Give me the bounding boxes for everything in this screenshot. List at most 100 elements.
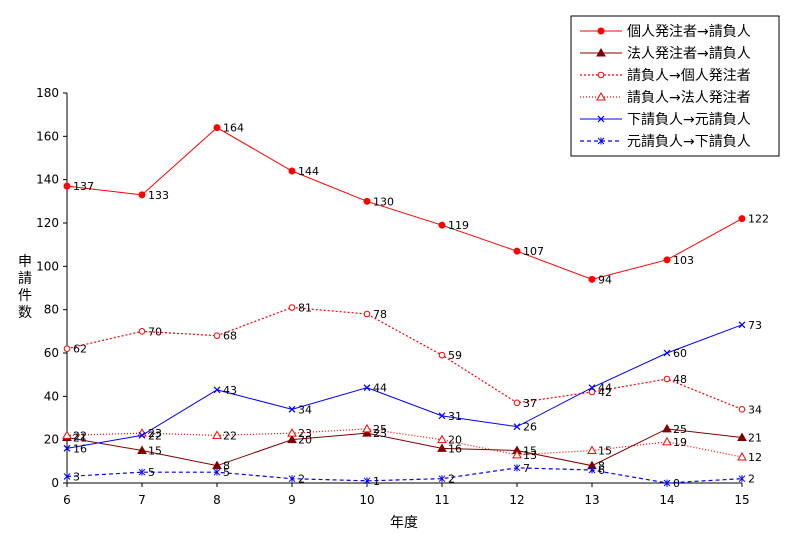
data-point (513, 399, 521, 407)
data-point (213, 124, 221, 132)
data-point (288, 167, 296, 175)
data-point (62, 430, 72, 439)
series-line (66, 324, 743, 449)
legend-item: 請負人→法人発注者 (580, 90, 751, 106)
data-label: 37 (523, 397, 537, 410)
data-label: 20 (298, 434, 312, 447)
x-tick-label: 8 (213, 493, 221, 507)
data-point (587, 445, 597, 454)
data-point (738, 321, 746, 329)
x-axis-title: 年度 (390, 515, 418, 531)
data-label: 81 (298, 302, 312, 315)
data-point (287, 434, 297, 444)
data-point (213, 332, 221, 339)
data-label: 6 (598, 464, 605, 477)
data-label: 13 (523, 449, 537, 462)
data-label: 34 (298, 403, 312, 416)
data-point (737, 451, 747, 461)
data-point (363, 310, 371, 318)
data-label: 122 (748, 213, 769, 226)
data-point (138, 328, 146, 335)
series-6 (63, 464, 746, 487)
y-tick-label: 140 (36, 173, 59, 187)
data-point (213, 386, 221, 394)
data-label: 15 (523, 445, 537, 458)
series-line (66, 428, 743, 458)
legend-marker (596, 47, 606, 57)
data-point (663, 375, 671, 383)
data-label: 78 (373, 308, 387, 321)
data-label: 16 (73, 442, 87, 455)
data-label: 70 (148, 325, 162, 338)
data-point (738, 406, 746, 413)
data-label: 26 (523, 421, 537, 434)
series-line (66, 428, 743, 467)
legend-box (570, 15, 780, 157)
data-label: 164 (223, 122, 244, 135)
series-2 (62, 423, 747, 470)
data-label: 22 (148, 429, 162, 442)
data-label: 3 (73, 471, 80, 484)
data-label: 23 (148, 427, 162, 440)
data-label: 73 (748, 319, 762, 332)
data-label: 5 (223, 466, 230, 479)
legend-marker (597, 115, 605, 123)
data-label: 25 (373, 423, 387, 436)
legend-item: 法人発注者→請負人 (580, 46, 751, 62)
x-tick-label: 14 (659, 493, 674, 507)
data-point (663, 479, 671, 487)
data-label: 5 (148, 466, 155, 479)
data-label: 19 (673, 436, 687, 449)
data-point (737, 432, 747, 441)
series-line (66, 467, 743, 484)
data-label: 23 (373, 427, 387, 440)
data-point (588, 466, 596, 474)
series-3 (63, 304, 746, 413)
data-label: 15 (598, 445, 612, 458)
data-label: 21 (748, 432, 762, 445)
data-point (287, 428, 297, 437)
data-label: 25 (673, 423, 687, 436)
data-label: 16 (448, 442, 462, 455)
legend-item: 下請負人→元請負人 (580, 112, 751, 128)
data-point (738, 475, 746, 483)
data-point (362, 423, 372, 433)
data-point (438, 475, 446, 483)
data-label: 119 (448, 219, 469, 232)
legend-marker (596, 91, 606, 101)
data-point (138, 431, 146, 439)
data-point (438, 412, 446, 420)
data-point (137, 445, 147, 454)
legend-marker (597, 71, 605, 79)
data-point (588, 388, 596, 396)
data-label: 1 (373, 475, 380, 488)
x-tick-label: 11 (434, 493, 449, 507)
data-point (138, 468, 146, 476)
series-layer (62, 124, 747, 487)
data-point (63, 444, 71, 452)
legend-label: 下請負人→元請負人 (627, 112, 751, 128)
data-point (437, 434, 447, 444)
series-4 (62, 423, 747, 461)
data-point (663, 349, 671, 357)
series-line (66, 306, 743, 410)
y-tick-label: 20 (44, 433, 59, 447)
legend-label: 個人発注者→請負人 (627, 24, 751, 40)
legend-label: 法人発注者→請負人 (627, 46, 751, 62)
data-point (363, 384, 371, 392)
data-label: 133 (148, 189, 169, 202)
legend-label: 元請負人→下請負人 (627, 134, 751, 150)
data-point (362, 428, 372, 437)
data-label: 107 (523, 245, 544, 258)
data-point (663, 256, 671, 264)
data-label: 44 (373, 382, 387, 395)
data-label: 0 (673, 477, 680, 490)
data-label: 34 (748, 403, 762, 416)
x-tick-label: 7 (138, 493, 146, 507)
legend-label: 請負人→個人発注者 (627, 68, 751, 84)
data-point (438, 351, 446, 359)
data-label: 21 (73, 432, 87, 445)
